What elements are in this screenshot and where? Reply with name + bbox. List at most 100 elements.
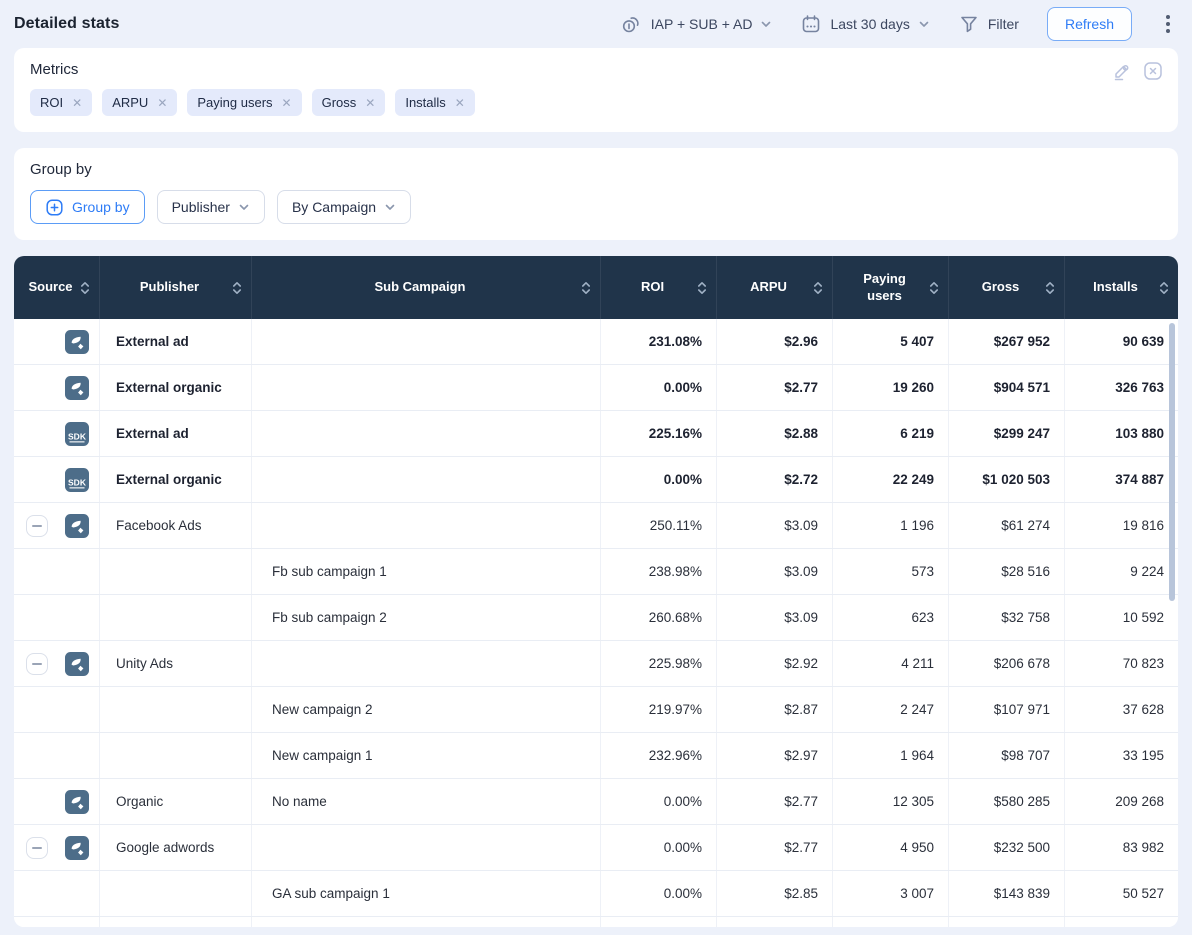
filter-button[interactable]: Filter bbox=[958, 13, 1019, 35]
app-source-icon bbox=[65, 790, 89, 814]
publisher-cell: Google adwords bbox=[100, 825, 252, 870]
source-icon-slot bbox=[65, 698, 89, 722]
column-label: Installs bbox=[1093, 279, 1138, 296]
source-icon-slot bbox=[65, 744, 89, 768]
metric-chip-label: Gross bbox=[322, 95, 357, 110]
table-row: SDK External organic 0.00% $2.72 22 249 … bbox=[14, 457, 1178, 503]
sub-campaign-cell: Fb sub campaign 1 bbox=[252, 549, 601, 594]
publisher-cell: Unity Ads bbox=[100, 641, 252, 686]
metric-chip-label: Paying users bbox=[197, 95, 272, 110]
sub-campaign-cell bbox=[252, 319, 601, 364]
table-row: External ad 231.08% $2.96 5 407 $267 952… bbox=[14, 319, 1178, 365]
source-icon-slot bbox=[65, 606, 89, 630]
group-by-selector-publisher[interactable]: Publisher bbox=[157, 190, 265, 224]
column-header-sub-campaign[interactable]: Sub Campaign bbox=[252, 256, 601, 319]
coins-icon bbox=[621, 13, 643, 35]
arpu-cell: $2.77 bbox=[717, 779, 833, 824]
publisher-cell bbox=[100, 871, 252, 916]
remove-metric-icon[interactable]: ✕ bbox=[72, 97, 82, 109]
source-cell bbox=[14, 825, 100, 870]
gross-cell: $904 571 bbox=[949, 365, 1065, 410]
installs-cell: 374 887 bbox=[1065, 457, 1178, 502]
arpu-cell: $2.97 bbox=[717, 733, 833, 778]
gross-cell: $1 020 503 bbox=[949, 457, 1065, 502]
app-source-icon bbox=[65, 836, 89, 860]
sort-icon[interactable] bbox=[697, 280, 707, 296]
sub-campaign-cell: New campaign 1 bbox=[252, 733, 601, 778]
roi-cell: 260.68% bbox=[601, 595, 717, 640]
arpu-cell: $2.72 bbox=[717, 457, 833, 502]
close-icon[interactable] bbox=[1142, 60, 1164, 82]
gross-cell bbox=[949, 917, 1065, 927]
installs-cell: 9 224 bbox=[1065, 549, 1178, 594]
remove-metric-icon[interactable]: ✕ bbox=[365, 97, 375, 109]
installs-cell: 33 195 bbox=[1065, 733, 1178, 778]
collapse-row-button[interactable] bbox=[26, 837, 48, 859]
add-group-by-button[interactable]: Group by bbox=[30, 190, 145, 224]
column-header-installs[interactable]: Installs bbox=[1065, 256, 1178, 319]
group-by-selector-campaign[interactable]: By Campaign bbox=[277, 190, 411, 224]
group-by-controls: Group by Publisher By Campaign bbox=[30, 190, 1162, 224]
arpu-cell: $2.88 bbox=[717, 411, 833, 456]
installs-cell: 37 628 bbox=[1065, 687, 1178, 732]
date-range-selector[interactable]: Last 30 days bbox=[800, 13, 929, 35]
installs-cell: 83 982 bbox=[1065, 825, 1178, 870]
publisher-cell: External ad bbox=[100, 319, 252, 364]
remove-metric-icon[interactable]: ✕ bbox=[282, 97, 292, 109]
sort-icon[interactable] bbox=[1159, 280, 1169, 296]
roi-cell: 225.98% bbox=[601, 641, 717, 686]
source-cell bbox=[14, 871, 100, 916]
roi-cell: 0.00% bbox=[601, 825, 717, 870]
table-row: Organic No name 0.00% $2.77 12 305 $580 … bbox=[14, 779, 1178, 825]
installs-cell: 209 268 bbox=[1065, 779, 1178, 824]
collapse-slot bbox=[26, 377, 48, 399]
source-cell bbox=[14, 733, 100, 778]
roi-cell bbox=[601, 917, 717, 927]
sdk-source-icon: SDK bbox=[65, 422, 89, 446]
installs-cell: 10 592 bbox=[1065, 595, 1178, 640]
sort-icon[interactable] bbox=[929, 280, 939, 296]
table-row bbox=[14, 917, 1178, 927]
column-header-paying-users[interactable]: Paying users bbox=[833, 256, 949, 319]
metric-chip: Installs ✕ bbox=[395, 89, 475, 116]
paying-users-cell: 573 bbox=[833, 549, 949, 594]
paying-users-cell: 2 247 bbox=[833, 687, 949, 732]
remove-metric-icon[interactable]: ✕ bbox=[157, 97, 167, 109]
stats-table: Source Publisher Sub Campaign ROI ARPU P… bbox=[14, 256, 1178, 927]
gross-cell: $580 285 bbox=[949, 779, 1065, 824]
column-header-publisher[interactable]: Publisher bbox=[100, 256, 252, 319]
publisher-cell bbox=[100, 595, 252, 640]
installs-cell bbox=[1065, 917, 1178, 927]
sub-campaign-cell: GA sub campaign 1 bbox=[252, 871, 601, 916]
sub-campaign-cell bbox=[252, 411, 601, 456]
arpu-cell: $3.09 bbox=[717, 595, 833, 640]
sort-icon[interactable] bbox=[1045, 280, 1055, 296]
svg-text:SDK: SDK bbox=[68, 477, 87, 487]
sort-icon[interactable] bbox=[813, 280, 823, 296]
collapse-row-button[interactable] bbox=[26, 515, 48, 537]
table-scrollbar[interactable] bbox=[1169, 323, 1175, 601]
collapse-row-button[interactable] bbox=[26, 653, 48, 675]
more-options-icon[interactable] bbox=[1160, 11, 1176, 37]
edit-icon[interactable] bbox=[1111, 61, 1132, 82]
metrics-card: Metrics ROI ✕ ARPU ✕ Paying users ✕ Gros… bbox=[14, 48, 1178, 132]
column-header-arpu[interactable]: ARPU bbox=[717, 256, 833, 319]
sort-icon[interactable] bbox=[80, 280, 90, 296]
revenue-type-selector[interactable]: IAP + SUB + AD bbox=[621, 13, 773, 35]
metrics-title: Metrics bbox=[30, 61, 1162, 78]
column-header-roi[interactable]: ROI bbox=[601, 256, 717, 319]
paying-users-cell: 5 407 bbox=[833, 319, 949, 364]
sort-icon[interactable] bbox=[232, 280, 242, 296]
column-header-gross[interactable]: Gross bbox=[949, 256, 1065, 319]
svg-text:SDK: SDK bbox=[68, 431, 87, 441]
table-row: Unity Ads 225.98% $2.92 4 211 $206 678 7… bbox=[14, 641, 1178, 687]
column-header-source[interactable]: Source bbox=[14, 256, 100, 319]
installs-cell: 90 639 bbox=[1065, 319, 1178, 364]
publisher-cell: Facebook Ads bbox=[100, 503, 252, 548]
remove-metric-icon[interactable]: ✕ bbox=[455, 97, 465, 109]
group-by-card: Group by Group by Publisher By Campaign bbox=[14, 148, 1178, 240]
metrics-card-actions bbox=[1111, 60, 1164, 82]
refresh-button[interactable]: Refresh bbox=[1047, 7, 1132, 41]
sort-icon[interactable] bbox=[581, 280, 591, 296]
column-label: Publisher bbox=[140, 279, 199, 296]
